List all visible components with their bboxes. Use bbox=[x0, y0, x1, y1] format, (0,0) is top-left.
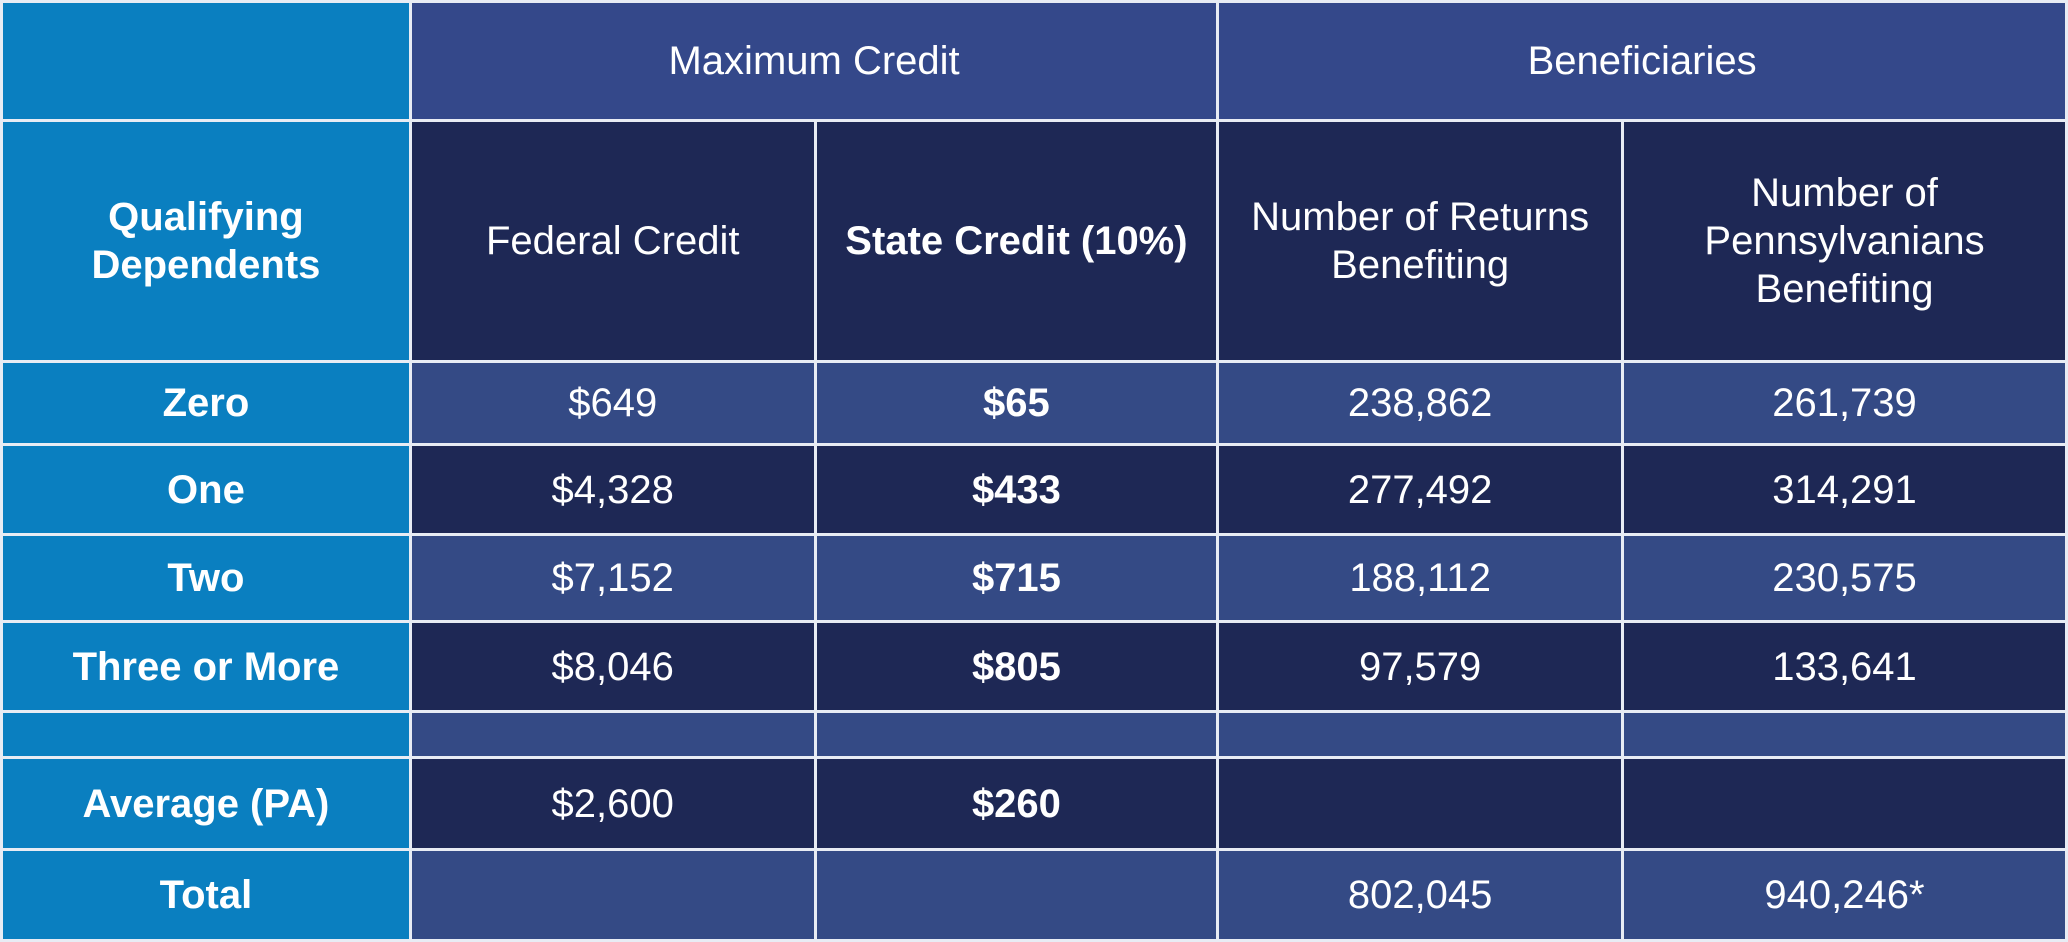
state-credit-cell: $433 bbox=[813, 443, 1220, 536]
empty-cell bbox=[408, 710, 817, 759]
spacer-row bbox=[0, 710, 2068, 759]
pennsylvanians-cell: 133,641 bbox=[1621, 620, 2068, 713]
row-label: Three or More bbox=[0, 620, 412, 713]
empty-cell bbox=[1216, 710, 1624, 759]
federal-credit-cell: $649 bbox=[408, 360, 817, 446]
returns-cell: 97,579 bbox=[1216, 620, 1624, 713]
table-row: Three or More $8,046 $805 97,579 133,641 bbox=[0, 620, 2068, 713]
empty-cell bbox=[1216, 756, 1624, 851]
federal-credit-cell: $2,600 bbox=[408, 756, 817, 851]
federal-credit-cell: $8,046 bbox=[408, 620, 817, 713]
row-label: One bbox=[0, 443, 412, 536]
pennsylvanians-cell: 940,246* bbox=[1621, 848, 2068, 942]
table-row: Two $7,152 $715 188,112 230,575 bbox=[0, 533, 2068, 623]
column-header-row: Qualifying Dependents Federal Credit Sta… bbox=[0, 119, 2068, 363]
group-header-maximum-credit: Maximum Credit bbox=[408, 0, 1220, 122]
pennsylvanians-cell: 261,739 bbox=[1621, 360, 2068, 446]
row-label: Two bbox=[0, 533, 412, 623]
returns-cell: 188,112 bbox=[1216, 533, 1624, 623]
federal-credit-cell: $4,328 bbox=[408, 443, 817, 536]
row-label: Zero bbox=[0, 360, 412, 446]
returns-cell: 238,862 bbox=[1216, 360, 1624, 446]
empty-cell bbox=[813, 710, 1220, 759]
state-credit-cell: $260 bbox=[813, 756, 1220, 851]
group-header-row: Maximum Credit Beneficiaries bbox=[0, 0, 2068, 122]
table-row: One $4,328 $433 277,492 314,291 bbox=[0, 443, 2068, 536]
table-row: Zero $649 $65 238,862 261,739 bbox=[0, 360, 2068, 446]
empty-cell bbox=[0, 710, 412, 759]
header-qualifying-dependents: Qualifying Dependents bbox=[0, 119, 412, 363]
pennsylvanians-cell: 230,575 bbox=[1621, 533, 2068, 623]
pennsylvanians-cell: 314,291 bbox=[1621, 443, 2068, 536]
returns-cell: 277,492 bbox=[1216, 443, 1624, 536]
header-number-of-pennsylvanians: Number of Pennsylvanians Benefiting bbox=[1621, 119, 2068, 363]
total-row: Total 802,045 940,246* bbox=[0, 848, 2068, 942]
empty-cell bbox=[813, 848, 1220, 942]
returns-cell: 802,045 bbox=[1216, 848, 1624, 942]
header-number-of-returns: Number of Returns Benefiting bbox=[1216, 119, 1624, 363]
group-header-beneficiaries: Beneficiaries bbox=[1216, 0, 2068, 122]
empty-cell bbox=[1621, 710, 2068, 759]
federal-credit-cell: $7,152 bbox=[408, 533, 817, 623]
empty-cell bbox=[408, 848, 817, 942]
header-state-credit: State Credit (10%) bbox=[813, 119, 1220, 363]
state-credit-cell: $805 bbox=[813, 620, 1220, 713]
row-label: Total bbox=[0, 848, 412, 942]
state-credit-cell: $715 bbox=[813, 533, 1220, 623]
state-credit-cell: $65 bbox=[813, 360, 1220, 446]
average-row: Average (PA) $2,600 $260 bbox=[0, 756, 2068, 851]
empty-cell bbox=[1621, 756, 2068, 851]
corner-cell bbox=[0, 0, 412, 122]
row-label: Average (PA) bbox=[0, 756, 412, 851]
header-federal-credit: Federal Credit bbox=[408, 119, 817, 363]
